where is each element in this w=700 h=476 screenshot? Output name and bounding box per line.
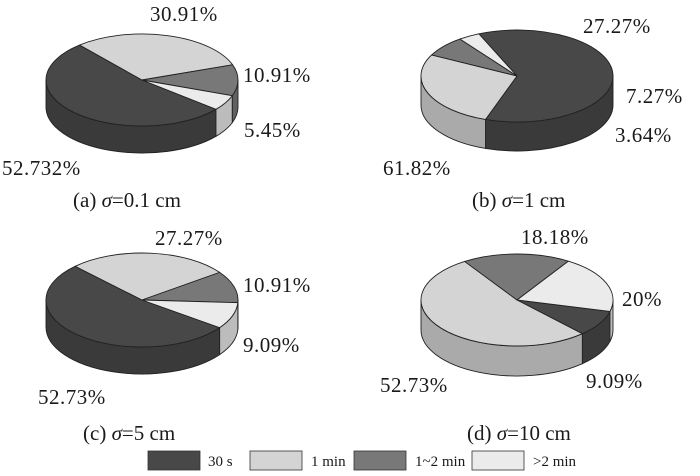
- chart-b-slice-1min: [420, 54, 518, 120]
- chart-d: 9.09% 52.73% 18.18% 20% (d) σ=10 cm: [380, 225, 662, 445]
- chart-a: 52.732% 30.91% 10.91% 5.45% (a) σ=0.1 cm: [2, 2, 311, 212]
- chart-b: 61.82% 27.27% 7.27% 3.64% (b) σ=1 cm: [383, 14, 683, 212]
- chart-a-label-30s: 52.732%: [2, 156, 81, 180]
- legend-swatch-30s: [147, 450, 201, 471]
- legend-swatch-1min: [249, 450, 303, 471]
- chart-a-slice-gt2min: [141, 79, 233, 110]
- chart-c-label-1min: 27.27%: [155, 226, 223, 250]
- chart-c: 52.73% 27.27% 10.91% 9.09% (c) σ=5 cm: [38, 226, 311, 445]
- chart-d-caption-sigma: σ: [497, 421, 509, 445]
- chart-b-caption-value: =1 cm: [512, 188, 565, 212]
- chart-d-caption-value: =10 cm: [507, 421, 571, 445]
- chart-b-caption-sigma: σ: [502, 188, 514, 212]
- chart-a-caption-sigma: σ: [102, 188, 114, 212]
- chart-c-slice-30s: [45, 265, 221, 348]
- chart-b-slice-gt2min: [459, 33, 518, 77]
- legend-label-1-2min: 1~2 min: [415, 454, 466, 470]
- legend-label-1min: 1 min: [311, 454, 346, 470]
- chart-a-label-gt2min: 5.45%: [244, 118, 301, 142]
- chart-d-label-1-2min: 18.18%: [521, 225, 589, 249]
- chart-c-caption-sigma: σ: [112, 421, 124, 445]
- chart-c-slice-1min: [74, 252, 221, 301]
- chart-c-slice-gt2min: [141, 299, 239, 329]
- chart-c-caption: (c) σ=5 cm: [83, 421, 175, 445]
- chart-a-caption-prefix: (a): [73, 188, 102, 212]
- chart-b-label-30s: 61.82%: [383, 156, 451, 180]
- chart-b-slices: [420, 29, 614, 152]
- chart-d-label-30s: 9.09%: [586, 369, 643, 393]
- chart-d-slice-1-2min: [464, 253, 569, 301]
- chart-c-slice-1-2min: [141, 271, 239, 304]
- chart-c-label-30s: 52.73%: [38, 385, 106, 409]
- chart-d-caption: (d) σ=10 cm: [467, 421, 571, 445]
- chart-d-label-1min: 52.73%: [380, 373, 448, 397]
- legend-swatch-1-2min: [353, 450, 407, 471]
- chart-d-slice-gt2min: [516, 260, 614, 312]
- legend-label-30s: 30 s: [208, 454, 233, 470]
- chart-c-label-gt2min: 9.09%: [243, 333, 300, 357]
- chart-b-label-1-2min: 7.27%: [626, 84, 683, 108]
- chart-a-label-1-2min: 10.91%: [243, 63, 311, 87]
- chart-b-caption-prefix: (b): [472, 188, 502, 212]
- chart-b-label-gt2min: 3.64%: [615, 123, 672, 147]
- chart-a-label-1min: 30.91%: [150, 2, 218, 26]
- chart-c-caption-prefix: (c): [83, 421, 112, 445]
- chart-a-caption: (a) σ=0.1 cm: [73, 188, 181, 212]
- chart-d-caption-prefix: (d): [467, 421, 497, 445]
- chart-c-slices: [45, 252, 239, 375]
- chart-b-slice-30s: [478, 29, 614, 123]
- chart-d-slices: [420, 253, 614, 377]
- chart-a-slices: [45, 33, 239, 154]
- chart-d-label-gt2min: 20%: [622, 287, 662, 311]
- legend-swatch-gt2min: [471, 450, 525, 471]
- chart-a-slice-30s: [45, 44, 217, 127]
- chart-c-caption-value: =5 cm: [122, 421, 175, 445]
- legend-label-gt2min: >2 min: [533, 454, 577, 470]
- chart-a-caption-value: =0.1 cm: [112, 188, 181, 212]
- chart-a-slice-1-2min: [141, 64, 239, 97]
- chart-b-label-1min: 27.27%: [583, 14, 651, 38]
- chart-d-slice-1min: [420, 260, 583, 347]
- legend: 30 s 1 min 1~2 min >2 min: [147, 450, 577, 471]
- chart-a-slice-1min: [79, 33, 234, 81]
- chart-b-caption: (b) σ=1 cm: [472, 188, 565, 212]
- chart-c-label-1-2min: 10.91%: [243, 273, 311, 297]
